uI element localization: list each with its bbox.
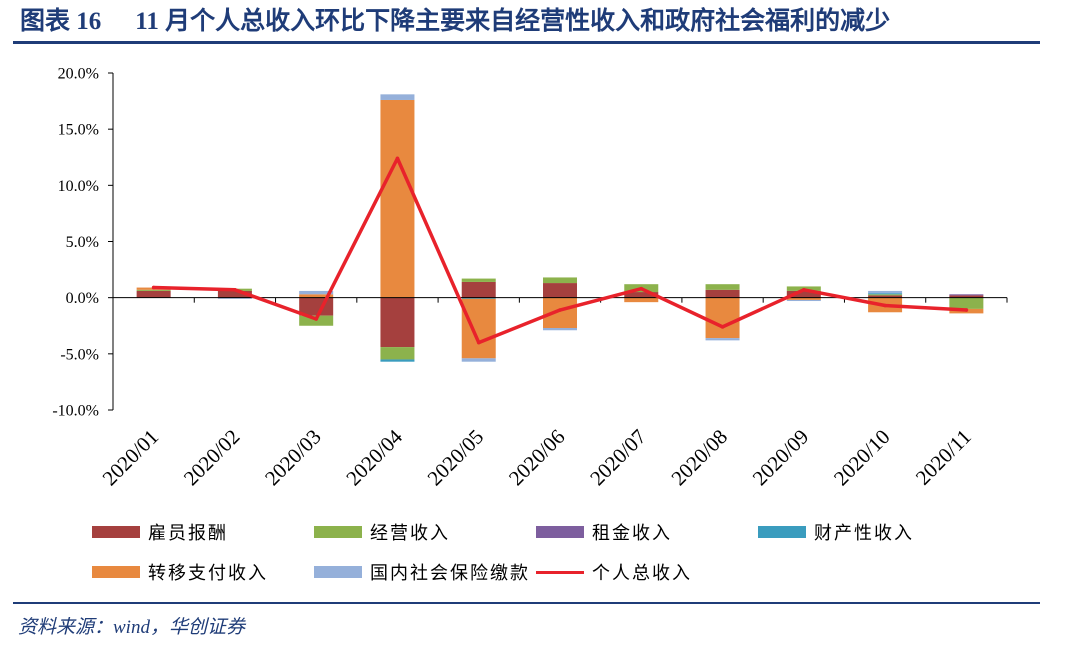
chart-legend: 雇员报酬 经营收入 租金收入 财产性收入 转移支付收入 国内社会保险缴款 个人总… (92, 520, 992, 600)
y-tick-label: -10.0% (52, 403, 99, 420)
line-point-2020-05 (476, 340, 481, 345)
x-tick-label: 2020/11 (911, 425, 976, 490)
legend-label-business-income: 经营收入 (370, 523, 450, 543)
bar-business-income-2020-04 (380, 347, 415, 360)
x-tick-label: 2020/03 (260, 425, 326, 491)
legend-label-transfer-income: 转移支付收入 (148, 563, 268, 583)
legend-swatch-employee-compensation (92, 526, 140, 538)
y-tick-label: 10.0% (58, 178, 99, 195)
figure-title: 图表 16 11 月个人总收入环比下降主要来自经营性收入和政府社会福利的减少 (20, 6, 890, 38)
bar-employee-compensation-2020-05 (461, 281, 496, 298)
bar-employee-compensation-2020-09 (786, 290, 821, 298)
line-point-2020-02 (233, 288, 237, 292)
bar-segments (136, 94, 984, 362)
bar-social-insurance-2020-03 (299, 290, 334, 295)
legend-swatch-business-income (314, 526, 362, 538)
x-tick-label: 2020/06 (504, 425, 570, 491)
bar-employee-compensation-2020-04 (380, 297, 415, 348)
bar-transfer-income-2020-05 (461, 298, 496, 359)
legend-label-social-insurance: 国内社会保险缴款 (370, 563, 530, 583)
bar-social-insurance-2020-08 (705, 338, 740, 341)
bar-property-income-2020-10 (868, 293, 903, 295)
y-tick-label: 5.0% (66, 234, 99, 251)
bar-property-income-2020-04 (380, 359, 415, 362)
legend-label-property-income: 财产性收入 (814, 523, 914, 543)
bar-social-insurance-2020-06 (543, 328, 577, 331)
bar-employee-compensation-2020-01 (136, 290, 171, 298)
x-tick-label: 2020/05 (423, 425, 489, 491)
bar-transfer-income-2020-08 (705, 297, 740, 339)
bar-business-income-2020-05 (461, 278, 496, 282)
axes: 20.0% 15.0% 10.0% 5.0% 0.0% -5.0% -10.0% 2020/0… (52, 66, 1008, 491)
legend-item-business-income: 经营收入 (314, 520, 536, 544)
legend-item-social-insurance: 国内社会保险缴款 (314, 560, 536, 584)
bar-employee-compensation-2020-07 (624, 292, 659, 298)
x-tick-label: 2020/07 (585, 425, 651, 491)
bar-employee-compensation-2020-02 (217, 290, 252, 298)
bar-employee-compensation-2020-08 (705, 289, 740, 298)
bar-transfer-income-2020-03 (299, 294, 334, 298)
bar-social-insurance-2020-04 (380, 94, 415, 100)
bar-property-income-2020-05 (461, 297, 496, 299)
bar-employee-compensation-2020-10 (868, 295, 903, 298)
line-point-2020-08 (720, 325, 725, 329)
legend-swatch-social-insurance (314, 566, 362, 578)
line-point-2020-11 (964, 308, 969, 312)
x-tick-label: 2020/10 (829, 425, 895, 491)
bar-business-income-2020-10 (868, 294, 903, 296)
line-point-2020-01 (151, 285, 156, 290)
line-point-2020-10 (883, 303, 887, 308)
y-tick-label: 0.0% (66, 290, 99, 307)
legend-swatch-property-income (758, 526, 806, 538)
footer-rule (13, 602, 1040, 604)
bar-transfer-income-2020-07 (624, 297, 659, 303)
line-point-2020-07 (639, 286, 644, 291)
bar-business-income-2020-08 (705, 284, 740, 290)
line-point-2020-06 (558, 308, 562, 312)
line-series-total-income (151, 156, 969, 345)
source-note: 资料来源：wind，华创证券 (18, 617, 245, 638)
x-tick-label: 2020/01 (98, 425, 164, 491)
x-tick-label: 2020/09 (748, 425, 814, 491)
bar-social-insurance-2020-02 (217, 297, 252, 299)
x-tick-label: 2020/04 (341, 424, 407, 490)
bar-business-income-2020-06 (543, 277, 577, 284)
legend-item-property-income: 财产性收入 (758, 520, 980, 544)
x-tick-label: 2020/08 (666, 425, 732, 491)
bar-business-income-2020-11 (949, 297, 984, 309)
bar-transfer-income-2020-06 (543, 297, 577, 328)
line-point-2020-09 (802, 288, 806, 292)
x-tick-label: 2020/02 (179, 425, 245, 491)
figure-label: 图表 16 (20, 8, 102, 35)
y-tick-label: 20.0% (58, 66, 99, 83)
legend-item-transfer-income: 转移支付收入 (92, 560, 314, 584)
legend-label-rental-income: 租金收入 (592, 523, 672, 543)
bar-social-insurance-2020-09 (786, 299, 821, 302)
legend-item-employee-compensation: 雇员报酬 (92, 520, 314, 544)
stacked-bar-line-chart: 20.0% 15.0% 10.0% 5.0% 0.0% -5.0% -10.0% 2020/0… (52, 66, 1008, 491)
y-tick-label: -5.0% (60, 346, 99, 363)
figure-caption: 11 月个人总收入环比下降主要来自经营性收入和政府社会福利的减少 (135, 8, 891, 35)
legend-label-total-income: 个人总收入 (592, 563, 692, 583)
line-point-2020-04 (395, 156, 400, 161)
bar-business-income-2020-01 (136, 289, 171, 291)
bar-employee-compensation-2020-06 (543, 283, 577, 298)
bar-transfer-income-2020-04 (380, 99, 415, 298)
header-rule (13, 41, 1040, 44)
legend-item-rental-income: 租金收入 (536, 520, 758, 544)
legend-item-total-income: 个人总收入 (536, 560, 758, 584)
y-tick-label: 15.0% (58, 122, 99, 139)
bar-rental-income-2020-11 (949, 294, 984, 296)
bar-transfer-income-2020-09 (786, 297, 821, 300)
bar-social-insurance-2020-05 (461, 358, 496, 362)
legend-swatch-transfer-income (92, 566, 140, 578)
bar-social-insurance-2020-10 (868, 290, 903, 294)
legend-swatch-total-income-line (536, 570, 584, 574)
line-point-2020-03 (314, 317, 318, 321)
legend-swatch-rental-income (536, 526, 584, 538)
bar-employee-compensation-2020-11 (949, 295, 984, 298)
legend-label-employee-compensation: 雇员报酬 (148, 523, 228, 543)
